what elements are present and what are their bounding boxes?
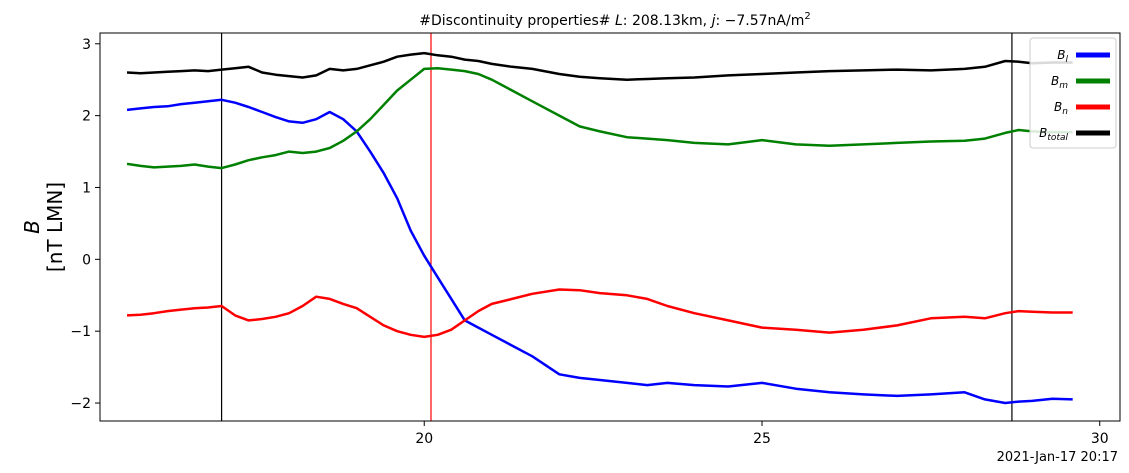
- y-axis-label: B [nT LMN]: [20, 182, 67, 272]
- series-line-b-total: [126, 51, 1073, 81]
- y-tick-label: 0: [82, 252, 91, 268]
- y-axis-label-symbol: B: [20, 220, 44, 234]
- vertical-markers: [220, 33, 1013, 421]
- series-lines: [126, 51, 1073, 405]
- y-tick-label: −1: [70, 324, 91, 340]
- y-tick-label: 3: [82, 37, 91, 53]
- legend-label: Bn: [1054, 100, 1068, 117]
- series-line-b-n: [126, 288, 1073, 339]
- legend-label: Bl: [1057, 48, 1068, 65]
- legend-entry-b-l: Bl: [1057, 48, 1110, 65]
- legend: Bl Bm Bn Btotal: [1029, 37, 1117, 149]
- x-tick-label: 25: [753, 431, 771, 447]
- series-line-b-l: [126, 98, 1073, 405]
- x-tick-label: 30: [1091, 431, 1109, 447]
- y-tick-label: −2: [70, 396, 91, 412]
- legend-entry-b-m: Bm: [1051, 74, 1110, 91]
- legend-box: [1029, 37, 1117, 149]
- timestamp: 2021-Jan-17 20:17: [997, 450, 1118, 465]
- legend-entry-b-n: Bn: [1054, 100, 1110, 117]
- legend-label: Btotal: [1039, 126, 1068, 143]
- chart-title: #Discontinuity properties# L: 208.13km, …: [419, 11, 810, 29]
- axes: 20 25 30 −2 −1 0 1 2 3: [70, 32, 1121, 447]
- y-tick-label: 2: [82, 109, 91, 125]
- x-tick-label: 20: [415, 431, 433, 447]
- plot-frame: [99, 32, 1121, 422]
- legend-label: Bm: [1051, 74, 1068, 91]
- y-tick-label: 1: [82, 180, 91, 196]
- series-line-b-m: [126, 66, 1073, 170]
- y-axis-label-units: [nT LMN]: [43, 182, 67, 272]
- legend-entry-b-total: Btotal: [1039, 126, 1110, 143]
